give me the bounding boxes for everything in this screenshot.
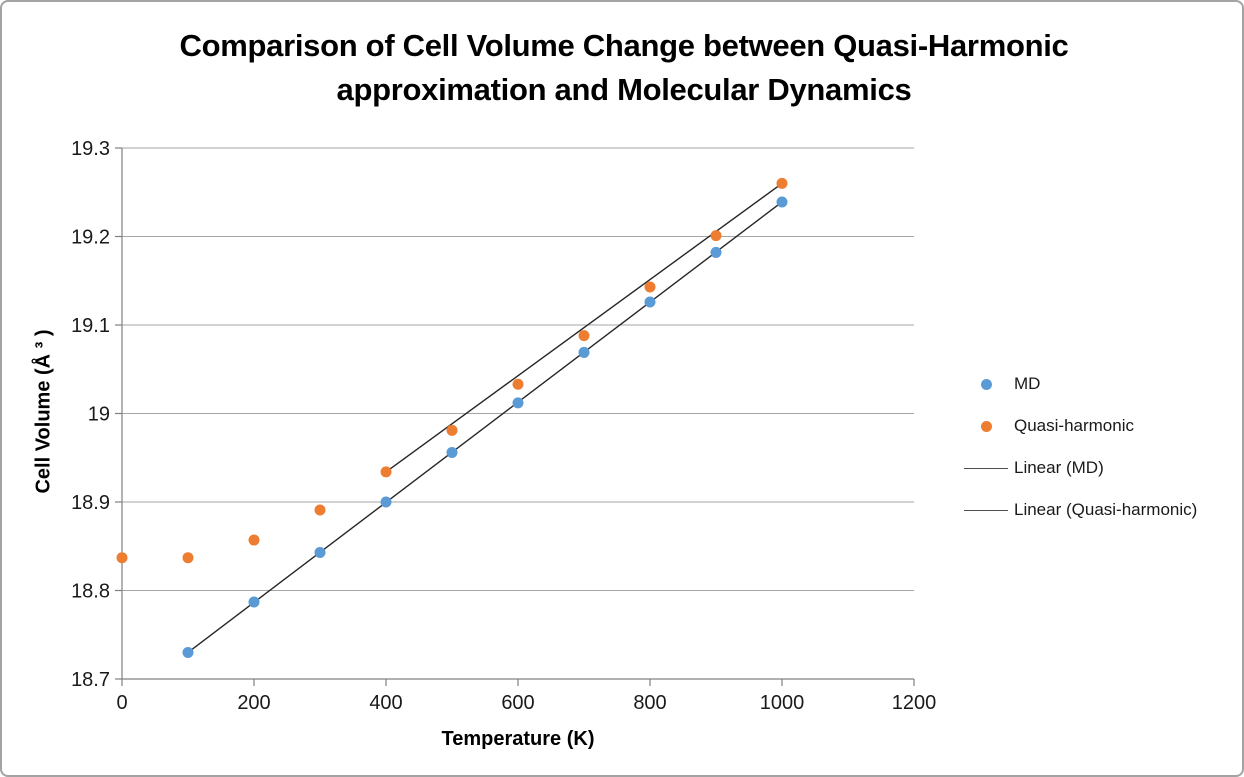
legend-label: Quasi-harmonic <box>1014 416 1134 435</box>
quasi-harmonic-data-point <box>314 504 326 516</box>
y-tick-label: 18.7 <box>71 669 110 691</box>
legend-label: Linear (Quasi-harmonic) <box>1014 500 1198 519</box>
quasi-harmonic-data-point <box>512 378 524 390</box>
x-tick-label: 600 <box>501 692 534 714</box>
md-data-point <box>512 397 524 409</box>
md-data-point <box>710 246 722 258</box>
legend-label: MD <box>1014 374 1041 393</box>
quasi-harmonic-data-point <box>710 230 722 242</box>
x-tick-label: 400 <box>369 692 402 714</box>
legend-line-icon <box>964 509 1008 511</box>
legend-dot-icon <box>980 420 992 432</box>
legend-item-linear-quasi-harmonic: Linear (Quasi-harmonic) <box>964 489 1197 531</box>
legend-label: Linear (MD) <box>1014 458 1104 477</box>
quasi-harmonic-data-point <box>380 466 392 478</box>
legend-dot-icon <box>964 420 1008 432</box>
legend-line-icon <box>964 467 1008 469</box>
md-data-point <box>644 296 656 308</box>
trendline-linear-md <box>187 201 783 654</box>
y-tick-label: 18.8 <box>71 581 110 603</box>
chart-title: Comparison of Cell Volume Change between… <box>2 24 1242 112</box>
md-data-point <box>446 446 458 458</box>
quasi-harmonic-data-point <box>644 281 656 293</box>
quasi-harmonic-data-point <box>776 177 788 189</box>
y-tick-label: 19 <box>88 404 110 426</box>
y-tick-label: 19.1 <box>71 315 110 337</box>
chart-title-line-2: approximation and Molecular Dynamics <box>336 72 912 107</box>
md-data-point <box>380 496 392 508</box>
md-data-point <box>248 596 260 608</box>
y-tick-label: 19.3 <box>71 138 110 160</box>
chart-title-line-1: Comparison of Cell Volume Change between… <box>179 28 1069 63</box>
x-tick-label: 0 <box>116 692 127 714</box>
legend-line-icon <box>964 467 1008 469</box>
quasi-harmonic-data-point <box>446 424 458 436</box>
quasi-harmonic-data-point <box>578 330 590 342</box>
legend-dot-icon <box>980 378 992 390</box>
legend-item-linear-md: Linear (MD) <box>964 447 1197 489</box>
legend: MD Quasi-harmonic Linear (MD) Linear (Quasi… <box>964 363 1197 531</box>
y-axis-title-text: Cell Volume (Å ³ ) <box>32 329 55 494</box>
legend-item-md: MD <box>964 363 1197 405</box>
quasi-harmonic-data-point <box>182 552 194 564</box>
legend-item-quasi-harmonic: Quasi-harmonic <box>964 405 1197 447</box>
trendline-linear-quasi-harmonic <box>385 182 783 473</box>
x-tick-label: 1200 <box>892 692 937 714</box>
y-tick-label: 18.9 <box>71 492 110 514</box>
legend-line-icon <box>964 509 1008 511</box>
quasi-harmonic-data-point <box>248 534 260 546</box>
y-tick-label: 19.2 <box>71 227 110 249</box>
md-data-point <box>776 196 788 208</box>
legend-dot-icon <box>964 378 1008 390</box>
md-data-point <box>314 546 326 558</box>
x-axis-title: Temperature (K) <box>441 728 595 750</box>
quasi-harmonic-data-point <box>116 552 128 564</box>
md-data-point <box>182 646 194 658</box>
x-tick-label: 1000 <box>760 692 805 714</box>
md-data-point <box>578 346 590 358</box>
x-tick-label: 800 <box>633 692 666 714</box>
x-tick-label: 200 <box>237 692 270 714</box>
